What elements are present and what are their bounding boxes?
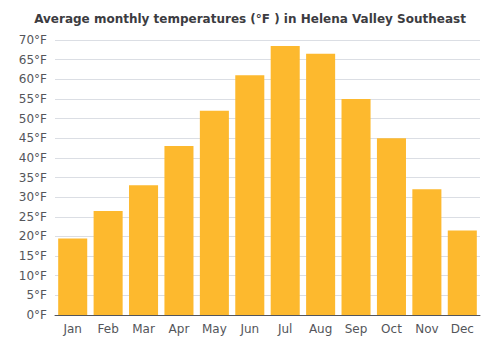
svg-text:Average monthly temperatures (: Average monthly temperatures (°F ) in He… xyxy=(34,12,466,26)
svg-text:55°F: 55°F xyxy=(19,92,47,106)
svg-text:70°F: 70°F xyxy=(19,33,47,47)
svg-text:20°F: 20°F xyxy=(19,229,47,243)
svg-text:Feb: Feb xyxy=(98,322,119,336)
svg-text:May: May xyxy=(202,322,227,336)
svg-text:Dec: Dec xyxy=(451,322,474,336)
svg-text:40°F: 40°F xyxy=(19,151,47,165)
svg-text:Apr: Apr xyxy=(169,322,190,336)
svg-text:Mar: Mar xyxy=(132,322,155,336)
svg-text:45°F: 45°F xyxy=(19,131,47,145)
svg-text:Aug: Aug xyxy=(309,322,332,336)
svg-text:Jun: Jun xyxy=(239,322,259,336)
svg-text:Jul: Jul xyxy=(277,322,292,336)
svg-text:Oct: Oct xyxy=(381,322,402,336)
svg-text:30°F: 30°F xyxy=(19,190,47,204)
svg-text:35°F: 35°F xyxy=(19,171,47,185)
svg-text:15°F: 15°F xyxy=(19,249,47,263)
svg-text:50°F: 50°F xyxy=(19,112,47,126)
svg-text:Jan: Jan xyxy=(62,322,82,336)
svg-text:Nov: Nov xyxy=(415,322,438,336)
svg-text:10°F: 10°F xyxy=(19,269,47,283)
svg-text:5°F: 5°F xyxy=(26,288,47,302)
svg-text:0°F: 0°F xyxy=(26,308,47,322)
svg-text:65°F: 65°F xyxy=(19,53,47,67)
svg-text:Sep: Sep xyxy=(345,322,368,336)
svg-text:25°F: 25°F xyxy=(19,210,47,224)
svg-text:60°F: 60°F xyxy=(19,72,47,86)
